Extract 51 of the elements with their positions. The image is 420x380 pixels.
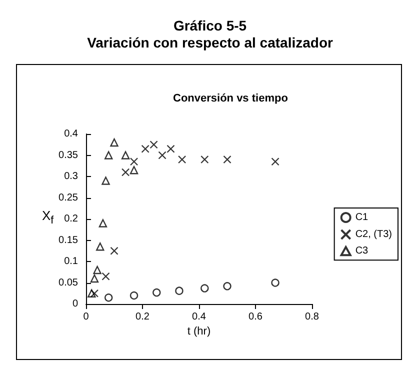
point <box>121 151 130 160</box>
y-tick-label: 0.1 <box>64 256 78 267</box>
point <box>200 284 209 292</box>
point <box>110 138 118 147</box>
point <box>90 289 99 298</box>
y-axis-title: X$_{f}$ <box>42 208 54 227</box>
y-tick-label: 0 <box>72 298 78 310</box>
point <box>90 274 99 283</box>
legend-label: C1 <box>355 212 369 223</box>
point <box>223 282 232 290</box>
point <box>271 158 280 166</box>
chart-subtitle: Conversión vs tiempo <box>173 92 288 104</box>
point <box>158 151 166 160</box>
point <box>130 166 138 174</box>
point <box>98 219 108 228</box>
legend-label: C3 <box>355 246 369 257</box>
legend-label: C2, (T3) <box>355 229 392 240</box>
point <box>104 294 113 302</box>
point <box>130 291 138 300</box>
y-tick-label: 0.25 <box>58 192 78 204</box>
point <box>150 140 158 149</box>
point <box>96 242 104 251</box>
x-tick-label: 0.2 <box>136 312 150 322</box>
x-tick-label: 0.4 <box>192 312 206 322</box>
point <box>152 288 161 297</box>
point <box>166 144 175 153</box>
point <box>141 144 150 153</box>
x-tick-label: 0 <box>83 312 90 322</box>
point <box>102 272 110 280</box>
point <box>175 286 184 295</box>
point <box>178 155 186 164</box>
point <box>121 168 130 176</box>
point <box>200 155 209 164</box>
y-tick-label: 0.15 <box>58 234 78 246</box>
y-tick-label: 0.2 <box>64 214 78 224</box>
point <box>104 151 113 160</box>
point <box>88 289 96 298</box>
y-tick-label: 0.05 <box>58 277 78 288</box>
point <box>102 176 110 185</box>
y-tick-label: 0.35 <box>58 150 78 161</box>
x-tick-label: 0.8 <box>305 312 320 322</box>
point <box>93 266 102 274</box>
point <box>130 158 138 166</box>
chart-title: Gráfico 5-5 Variación con respecto al catalizador <box>87 18 334 50</box>
y-tick-label: 0.3 <box>64 171 78 182</box>
x-axis-title: t (hr) <box>187 326 211 338</box>
point <box>110 246 118 255</box>
y-tick-label: 0.4 <box>64 128 78 140</box>
point <box>223 155 232 164</box>
point <box>271 278 280 287</box>
x-tick-label: 0.6 <box>248 312 263 322</box>
